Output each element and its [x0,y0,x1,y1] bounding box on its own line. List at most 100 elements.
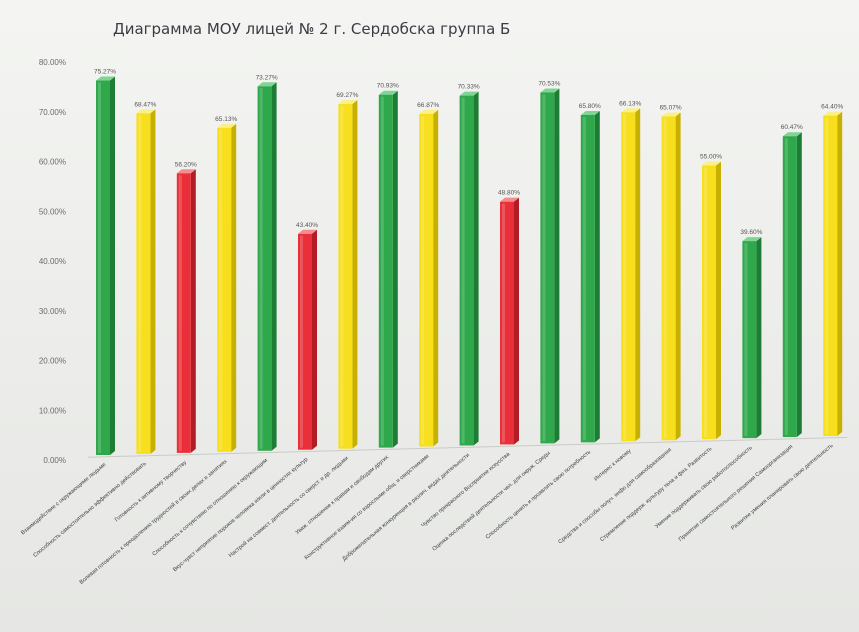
bar-side [392,90,398,448]
y-tick-label: 70.00% [39,108,66,117]
bar [257,82,277,451]
bar-highlight [300,235,303,448]
bar-top [742,237,762,242]
bar-top [823,111,843,116]
data-label: 73.27% [256,74,278,81]
bar [742,237,762,439]
bar [96,76,115,456]
data-label: 70.33% [458,84,480,91]
bar [500,197,519,445]
bar-top [702,161,721,166]
data-label: 56.20% [175,161,197,168]
bar-side [514,197,519,445]
bar-side [433,109,439,447]
bar-face [742,241,757,439]
bar-top [621,108,641,113]
y-tick-label: 60.00% [39,158,66,167]
bar-highlight [380,96,384,446]
bar-highlight [461,97,465,444]
bar [176,169,196,453]
bar-side [837,111,843,437]
y-tick-label: 40.00% [39,257,66,266]
data-label: 66.87% [417,102,439,109]
y-tick-label: 50.00% [39,207,66,216]
y-tick-label: 30.00% [39,307,66,316]
bar-face [500,201,514,445]
bar-highlight [138,115,142,452]
bar-highlight [178,175,182,451]
category-label: Взаимодействие с окружающими людьми [20,461,108,536]
bar-face [217,127,232,452]
bar [378,90,398,448]
bar-highlight [421,115,425,445]
bar-side [716,161,721,440]
bar-top [782,132,802,137]
data-label: 39.60% [740,229,762,236]
bar-side [352,100,358,449]
data-label: 70.93% [377,83,399,90]
data-label: 65.07% [660,104,682,111]
bar-face [702,165,716,440]
bar-top [298,229,317,234]
bar-highlight [623,114,627,440]
bar-highlight [340,106,344,447]
bar [823,111,843,437]
bar-side [796,132,802,438]
category-label: Готовность к активному творчеству [114,460,188,524]
category-label: Вкус-чувст неприятие пороков человека и/… [172,457,309,573]
bar-side [190,169,196,453]
bar-face [459,95,474,446]
bar [580,110,600,443]
bar [459,91,479,446]
bar-top [661,112,681,117]
bar-side [312,229,317,450]
bar-highlight [219,129,223,450]
bar-face [176,173,191,453]
bar-highlight [582,116,586,441]
bar-highlight [98,82,101,454]
bar [661,112,681,441]
bar [217,123,237,452]
bar-top [500,197,519,202]
data-label: 75.27% [94,69,116,76]
bar-face [661,116,676,441]
category-label: Чувство прекрасного Восприятие искусства [420,451,511,529]
data-label: 70.53% [538,81,560,88]
bar-face [96,80,110,456]
bar-highlight [542,94,546,442]
bar-face [338,104,353,449]
y-tick-label: 0.00% [43,456,66,465]
y-tick-label: 10.00% [39,406,66,415]
bar-face [136,113,151,454]
bar-highlight [259,88,263,449]
bar-face [298,233,312,450]
bar [702,161,721,440]
bar-face [823,115,838,437]
bar-face [419,113,434,447]
data-label: 65.13% [215,116,237,123]
bar-side [554,88,560,444]
bar-highlight [744,243,748,437]
bar [621,108,641,442]
bar-top [378,90,398,95]
bar-side [110,76,115,456]
bar-side [756,237,762,439]
bar-highlight [704,167,707,438]
bar [419,109,439,447]
bar-top [176,169,196,174]
bar-highlight [502,203,505,443]
data-label: 69.27% [336,92,358,99]
bar-face [580,114,595,443]
bar-top [540,88,560,93]
chart-title: Диаграмма МОУ лицей № 2 г. Сердобска гру… [113,20,511,38]
bar-highlight [825,117,829,435]
bar-top [136,109,156,114]
bar-face [621,112,636,442]
bar-face [257,86,272,451]
bar-face [378,94,393,448]
bar [540,88,560,444]
data-label: 48.80% [498,190,520,197]
data-label: 64.40% [821,104,843,111]
